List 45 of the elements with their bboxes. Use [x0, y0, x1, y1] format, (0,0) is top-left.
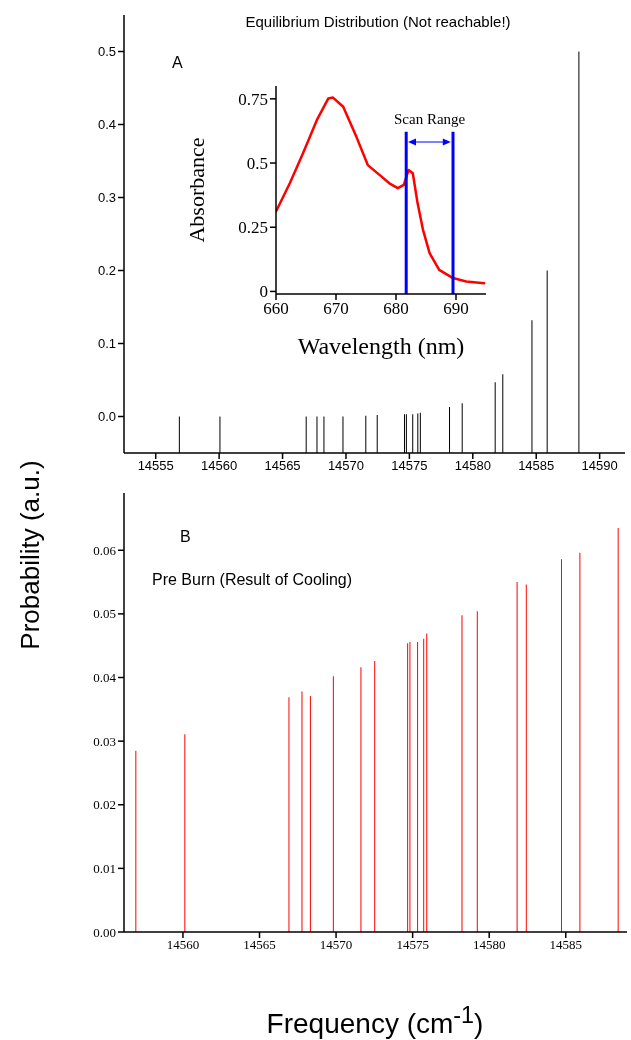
x-tick-label: 14580 — [454, 458, 491, 474]
x-tick-label: 14565 — [243, 937, 276, 953]
y-tick-label: 0.4 — [97, 117, 116, 133]
x-tick-label: 660 — [263, 299, 289, 319]
y-tick-label: 0.02 — [93, 797, 116, 813]
x-tick-label: 14565 — [264, 458, 301, 474]
x-tick-label: 14570 — [327, 458, 365, 474]
y-tick-label: 0.2 — [97, 263, 116, 279]
x-tick-label: 14575 — [396, 937, 429, 953]
x-tick-label: 14570 — [319, 937, 353, 953]
x-tick-label: 14560 — [201, 458, 238, 474]
y-tick-label: 0.5 — [246, 154, 268, 174]
x-tick-label: 14585 — [549, 937, 582, 953]
y-tick-label: 0.25 — [238, 218, 268, 238]
y-tick-label: 0.3 — [97, 190, 116, 206]
x-axis-title: Frequency (cm$^{-1}$) — [265, 1001, 485, 1040]
y-tick-label: 0.00 — [93, 924, 116, 940]
annotation: A — [172, 53, 183, 73]
y-axis-title: Probability (a.u.) — [14, 459, 46, 652]
x-tick-label: 14585 — [518, 458, 555, 474]
y-tick-label: 0 — [259, 282, 268, 302]
x-tick-label: 14560 — [166, 937, 200, 953]
y-tick-label: 0.04 — [93, 670, 117, 686]
y-tick-label: 0.1 — [97, 336, 116, 352]
y-tick-label: 0.0 — [97, 409, 116, 425]
x-tick-label: 670 — [323, 299, 349, 319]
annotation: B — [180, 527, 191, 547]
x-tick-label: 14575 — [391, 458, 428, 474]
x-tick-label: 690 — [443, 299, 469, 319]
x-tick-label: 680 — [383, 299, 409, 319]
annotation: Scan Range — [392, 109, 467, 128]
line-series — [276, 96, 486, 285]
x-tick-label: 14580 — [472, 937, 506, 953]
y-tick-label: 0.05 — [93, 606, 116, 622]
y-tick-label: 0.5 — [97, 44, 116, 60]
text: Pre Burn (Result of Cooling) — [152, 571, 353, 589]
y-tick-label: 0.06 — [93, 542, 117, 558]
x-axis-title: Wavelength (nm) — [297, 333, 465, 359]
x-tick-label: 14555 — [137, 458, 174, 474]
y-tick-label: 0.75 — [238, 89, 268, 109]
y-tick-label: 0.01 — [93, 860, 116, 876]
y-tick-label: 0.03 — [93, 733, 116, 749]
y-axis-title: Absorbance — [183, 137, 209, 243]
chart-title: Equilibrium Distribution (Not reachable!) — [244, 13, 512, 31]
x-tick-label: 14590 — [581, 458, 618, 474]
